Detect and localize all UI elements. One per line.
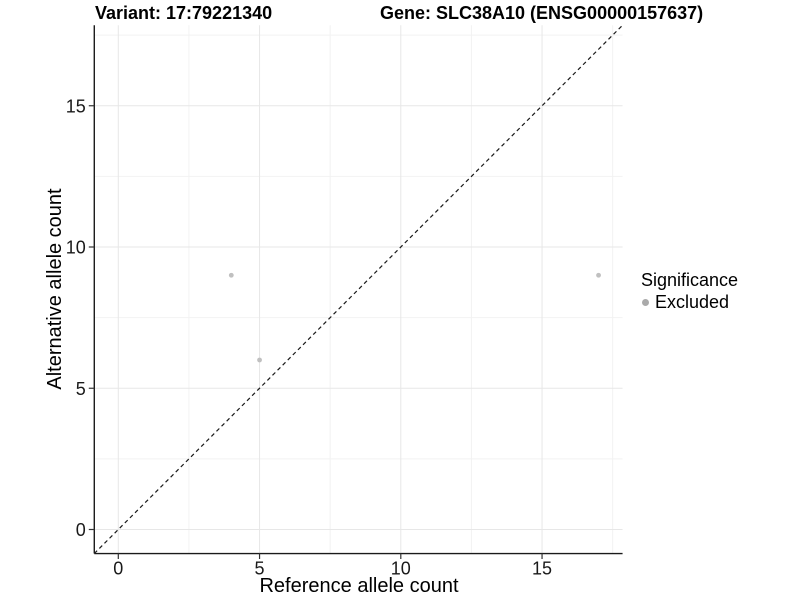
legend: Significance Excluded [641, 270, 738, 312]
legend-title: Significance [641, 270, 739, 290]
y-tick-label: 15 [66, 96, 86, 116]
y-axis-label: Alternative allele count [44, 188, 66, 390]
x-tick-label: 15 [532, 559, 552, 579]
y-tick-label: 0 [76, 520, 86, 540]
legend-item-label: Excluded [655, 292, 730, 312]
data-point [228, 272, 234, 278]
data-point [596, 272, 601, 278]
y-tick-label: 10 [66, 238, 86, 258]
variant-title: Variant: 17:79221340 [95, 3, 273, 23]
data-point [257, 357, 262, 363]
x-tick-label: 10 [391, 559, 411, 579]
x-axis-label: Reference allele count [259, 575, 459, 597]
x-tick-label: 5 [255, 559, 265, 579]
excluded-point-icon [642, 298, 649, 306]
legend-item-excluded: Excluded [641, 292, 738, 312]
identity-line [93, 24, 623, 554]
y-tick-label: 5 [76, 379, 86, 399]
x-tick-label: 0 [113, 559, 123, 579]
gene-title: Gene: SLC38A10 (ENSG00000157637) [380, 3, 704, 23]
